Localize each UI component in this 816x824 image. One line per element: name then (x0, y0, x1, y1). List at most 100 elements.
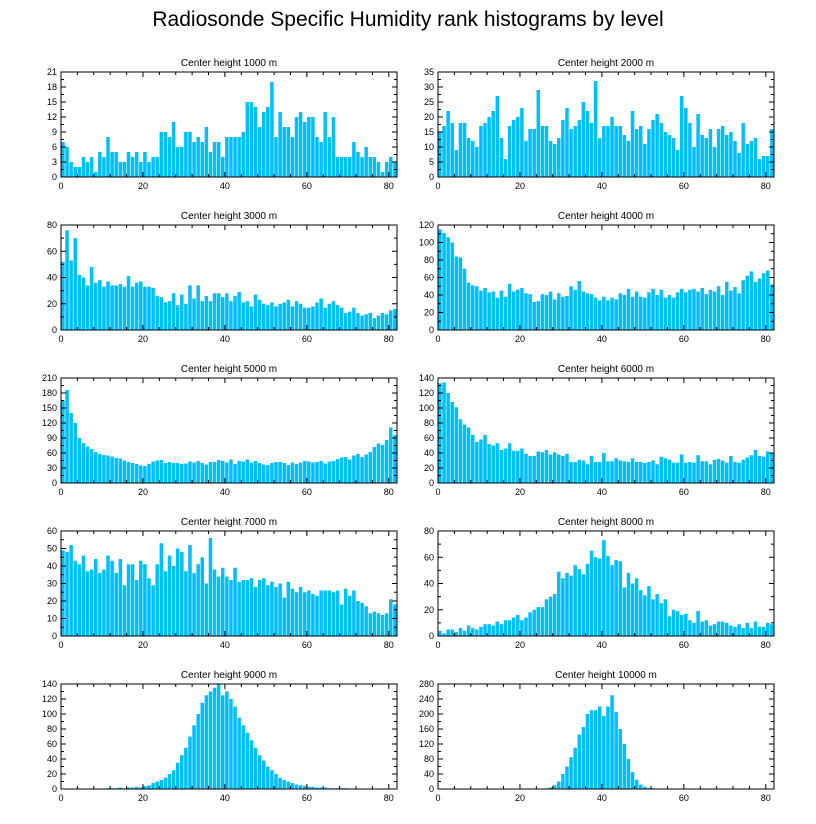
histogram-bar (110, 456, 114, 483)
histogram-bar (212, 142, 217, 177)
x-tick-label: 80 (384, 793, 394, 803)
histogram-bar (233, 137, 237, 177)
x-tick-label: 0 (435, 640, 440, 650)
histogram-bar (118, 458, 123, 483)
y-tick-label: 9 (52, 127, 57, 137)
histogram-bar (233, 464, 237, 483)
histogram-bar (229, 459, 233, 483)
histogram-bar (753, 138, 758, 177)
histogram-bar (122, 585, 127, 636)
histogram-bar (745, 457, 750, 483)
histogram-bar (483, 123, 487, 177)
histogram-bar (704, 461, 709, 483)
histogram-bar (61, 261, 65, 330)
histogram-bar (606, 706, 610, 789)
histogram-bar (684, 613, 688, 636)
panel-title: Center height 5000 m (181, 364, 277, 375)
histogram-bar (692, 288, 696, 330)
histogram-bar (573, 462, 577, 483)
histogram-bar (651, 288, 655, 330)
histogram-bar (643, 595, 647, 636)
histogram-bar (171, 122, 176, 177)
panel-title: Center height 8000 m (558, 517, 654, 528)
histogram-bar (651, 460, 655, 483)
histogram-bar (208, 152, 213, 177)
histogram-bar (139, 281, 143, 330)
histogram-bar (569, 286, 573, 330)
histogram-bar (679, 96, 684, 177)
histogram-bar (524, 293, 528, 330)
histogram-bar (618, 561, 622, 636)
y-tick-label: 60 (47, 526, 57, 536)
histogram-bar (106, 281, 110, 330)
histogram-bar (343, 157, 348, 177)
histogram-bar (725, 135, 729, 177)
histogram-bar (294, 592, 299, 636)
y-tick-label: 120 (419, 388, 434, 398)
histogram-bar (130, 463, 135, 483)
histogram-bar (610, 565, 614, 636)
histogram-bar (159, 297, 164, 330)
y-tick-label: 60 (424, 273, 434, 283)
histogram-bar (282, 780, 286, 789)
y-tick-label: 10 (424, 142, 434, 152)
histogram-bar (225, 691, 229, 789)
histogram-bar (302, 122, 307, 177)
histogram-bar (384, 440, 389, 483)
histogram-bar (528, 456, 532, 483)
histogram-bar (503, 448, 508, 483)
histogram-bar (511, 617, 516, 636)
histogram-bar (614, 712, 618, 789)
histogram-bar (753, 621, 758, 636)
histogram-bar (298, 785, 303, 789)
histogram-bar (487, 117, 491, 177)
histogram-bar (163, 463, 168, 483)
y-tick-label: 40 (424, 448, 434, 458)
histogram-bar (61, 550, 65, 636)
histogram-bar (581, 460, 586, 483)
histogram-bar (647, 129, 651, 177)
histogram-bar (225, 137, 229, 177)
histogram-bar (561, 774, 565, 789)
histogram-bar (241, 302, 245, 330)
histogram-bar (290, 462, 295, 483)
histogram-bar (184, 303, 188, 330)
y-tick-label: 5 (429, 157, 434, 167)
histogram-bar (364, 314, 368, 330)
y-tick-label: 3 (52, 157, 57, 167)
histogram-bar (216, 293, 221, 330)
histogram-bar (745, 144, 750, 177)
histogram-bar (163, 132, 168, 177)
histogram-bar (261, 760, 266, 789)
x-tick-label: 80 (761, 793, 771, 803)
histogram-bar (622, 744, 627, 789)
histogram-bar (569, 462, 573, 483)
histogram-bar (585, 563, 590, 636)
x-tick-label: 40 (220, 487, 230, 497)
x-tick-label: 20 (515, 487, 525, 497)
histogram-bar (200, 702, 205, 789)
histogram-bar (643, 462, 647, 483)
histogram-bar (630, 772, 635, 789)
histogram-bar (606, 461, 610, 483)
histogram-bar (524, 453, 528, 483)
histogram-bar (528, 612, 532, 636)
histogram-bar (638, 126, 643, 177)
histogram-bar (450, 402, 454, 483)
histogram-bar (487, 292, 491, 330)
histogram-bar (151, 461, 155, 483)
histogram-bar (528, 294, 532, 330)
histogram-bar (180, 294, 184, 330)
histogram-bar (270, 770, 274, 789)
histogram-bar (581, 291, 586, 330)
x-tick-label: 40 (220, 640, 230, 650)
histogram-bar (593, 557, 598, 636)
histogram-bar (85, 446, 90, 483)
histogram-bar (323, 112, 327, 177)
histogram-bar (356, 152, 360, 177)
histogram-bar (720, 460, 725, 483)
histogram-bar (638, 784, 643, 789)
histogram-bar (618, 460, 622, 483)
y-tick-label: 20 (424, 605, 434, 615)
histogram-bar (208, 538, 213, 636)
